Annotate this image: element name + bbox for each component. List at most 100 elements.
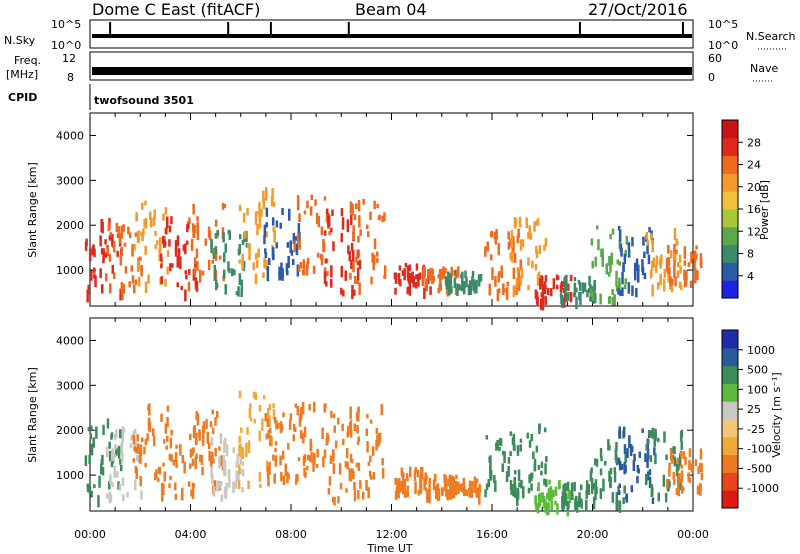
data-cell xyxy=(249,417,253,422)
data-cell xyxy=(303,210,307,215)
time-axis: 00:00 04:00 08:00 12:00 16:00 20:00 00:00 xyxy=(74,528,709,541)
data-cell xyxy=(540,461,544,468)
data-cell xyxy=(535,503,538,511)
data-cell xyxy=(628,435,631,449)
data-cell xyxy=(234,479,238,489)
data-cell xyxy=(663,278,666,292)
data-cell xyxy=(408,285,412,296)
data-cell xyxy=(342,438,345,445)
data-cell xyxy=(223,460,227,471)
data-cell xyxy=(174,453,178,463)
data-cell xyxy=(290,250,294,256)
data-cell xyxy=(461,485,465,493)
data-cell xyxy=(534,264,538,271)
data-cell xyxy=(326,271,329,277)
data-cell xyxy=(545,479,548,487)
data-cell xyxy=(138,451,142,464)
data-cell xyxy=(164,423,168,434)
data-cell xyxy=(525,217,528,224)
data-cell xyxy=(288,419,292,430)
data-cell xyxy=(152,216,156,226)
data-cell xyxy=(122,494,125,502)
data-cell xyxy=(106,246,109,255)
data-cell xyxy=(201,270,205,276)
colorbar-tick-label: 16 xyxy=(747,203,761,216)
data-cell xyxy=(116,471,119,478)
data-cell xyxy=(218,446,221,451)
data-cell xyxy=(265,222,268,228)
data-cell xyxy=(216,230,220,236)
data-cell xyxy=(147,405,150,411)
data-cell xyxy=(350,214,353,226)
data-cell xyxy=(627,242,631,250)
data-cell xyxy=(237,471,240,482)
data-cell xyxy=(252,262,255,271)
data-cell xyxy=(107,225,111,232)
data-cell xyxy=(676,241,679,246)
colorbar-tick-label: 25 xyxy=(747,403,761,416)
data-cell xyxy=(293,427,297,432)
data-cell xyxy=(114,444,117,450)
data-cell xyxy=(448,474,452,481)
data-cell xyxy=(282,412,285,418)
data-cell xyxy=(225,444,229,457)
data-cell xyxy=(131,244,134,257)
data-cell xyxy=(421,466,424,479)
data-cell xyxy=(613,471,617,483)
data-cell xyxy=(608,256,611,266)
cpid-value: twofsound 3501 xyxy=(94,94,194,107)
data-cell xyxy=(352,249,355,262)
data-cell xyxy=(191,486,195,499)
data-cell xyxy=(215,280,218,291)
data-cell xyxy=(516,493,519,506)
data-cell xyxy=(153,209,156,220)
y-tick-label: 4000 xyxy=(56,129,84,142)
data-cell xyxy=(264,248,267,254)
data-cell xyxy=(519,444,522,452)
data-cell xyxy=(498,446,501,452)
data-cell xyxy=(355,256,358,263)
data-cell xyxy=(272,454,275,461)
data-cell xyxy=(435,488,438,499)
data-cell xyxy=(220,455,223,467)
data-cell xyxy=(432,276,435,283)
data-cell xyxy=(302,264,306,276)
data-cell xyxy=(309,438,312,452)
data-cell xyxy=(590,238,594,246)
data-cell xyxy=(332,241,335,252)
data-cell xyxy=(132,458,135,463)
data-cell xyxy=(469,285,473,295)
data-cell xyxy=(507,466,510,477)
data-cell xyxy=(267,408,270,419)
x-tick-label: 20:00 xyxy=(577,528,609,541)
data-cell xyxy=(268,257,271,266)
data-cell xyxy=(637,264,640,272)
data-cell xyxy=(450,285,453,294)
data-cell xyxy=(105,446,109,457)
data-cell xyxy=(260,208,263,217)
data-cell xyxy=(580,498,583,503)
data-cell xyxy=(201,436,205,446)
colorbar-swatch xyxy=(722,244,738,263)
colorbar-tick-label: 24 xyxy=(747,159,761,172)
data-cell xyxy=(611,492,615,503)
data-cell xyxy=(674,253,677,262)
data-cell xyxy=(673,243,676,252)
data-cell xyxy=(429,268,432,281)
data-cell xyxy=(241,258,244,271)
data-cell xyxy=(667,257,671,266)
data-cell xyxy=(512,489,515,497)
data-cell xyxy=(422,267,426,280)
data-cell xyxy=(121,435,124,443)
data-cell xyxy=(651,261,654,271)
data-cell xyxy=(265,187,268,195)
data-cell xyxy=(86,483,89,490)
data-cell xyxy=(554,500,557,506)
data-cell xyxy=(349,272,352,280)
data-cell xyxy=(109,283,112,294)
data-cell xyxy=(542,496,546,509)
data-cell xyxy=(376,251,379,257)
data-cell xyxy=(454,481,458,487)
data-cell xyxy=(622,426,626,438)
data-cell xyxy=(394,477,397,485)
